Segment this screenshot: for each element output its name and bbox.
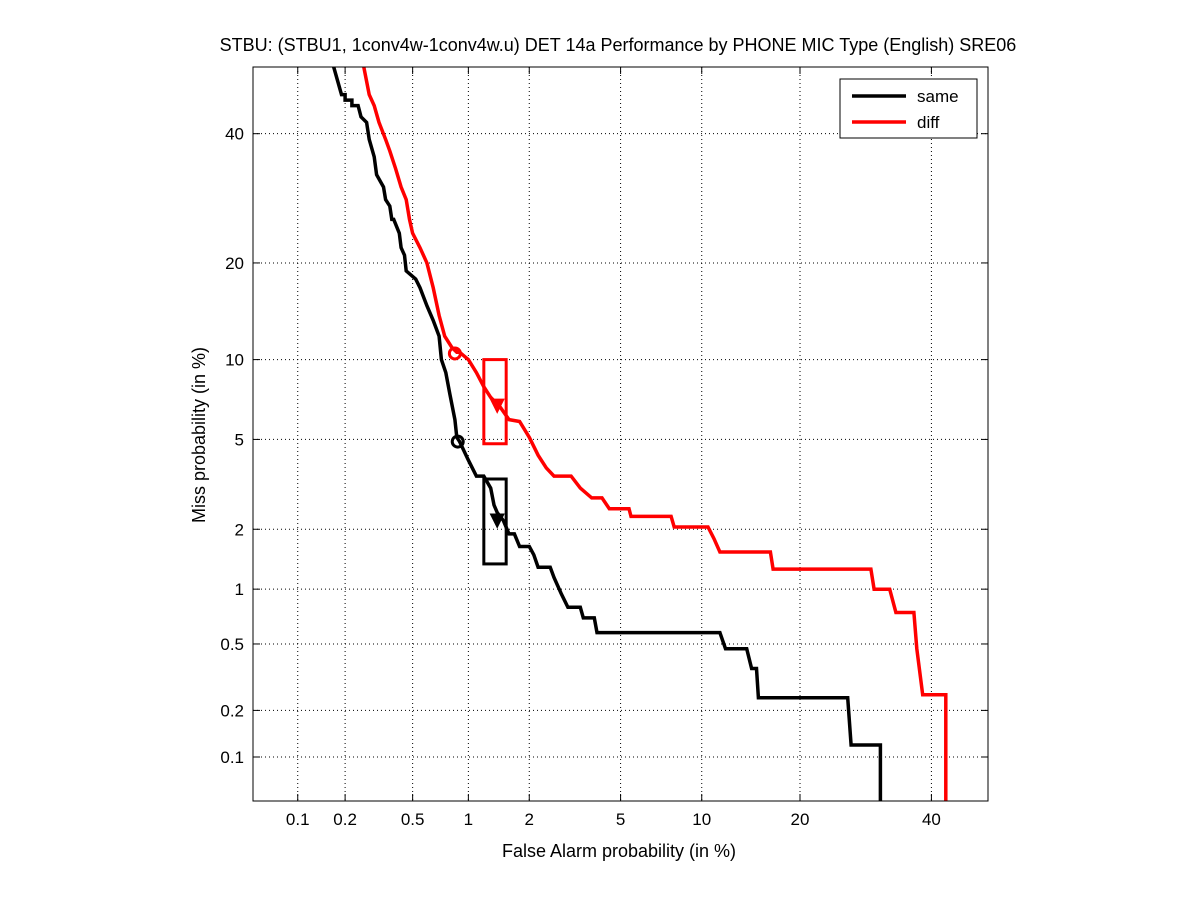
y-axis-label: Miss probability (in %) — [189, 347, 209, 523]
x-axis-label: False Alarm probability (in %) — [502, 841, 736, 861]
plot-frame — [252, 66, 989, 802]
confidence-boxes — [482, 358, 508, 566]
x-tick-label: 2 — [525, 810, 534, 829]
series-line-same — [332, 66, 883, 801]
actual-dcf-marker-same — [489, 513, 505, 529]
legend-label-diff: diff — [917, 113, 940, 132]
y-tick-label: 1 — [235, 580, 244, 599]
legend-box — [839, 78, 978, 139]
x-tick-label: 40 — [922, 810, 941, 829]
y-tick-label: 40 — [225, 125, 244, 144]
chart-title: STBU: (STBU1, 1conv4w-1conv4w.u) DET 14a… — [220, 35, 1017, 55]
y-tick-label: 0.1 — [220, 748, 244, 767]
x-tick-label: 0.1 — [286, 810, 310, 829]
operating-point-markers — [447, 346, 505, 529]
x-tick-label: 5 — [616, 810, 625, 829]
grid — [253, 67, 988, 801]
legend: same diff — [839, 78, 978, 139]
tick-labels: 0.1 0.2 0.5 1 2 5 10 20 40 0.1 0.2 0.5 1 2 5 10 20 40 — [220, 125, 941, 829]
y-tick-label: 0.2 — [220, 701, 244, 720]
y-tick-label: 10 — [225, 351, 244, 370]
y-tick-label: 5 — [235, 430, 244, 449]
actual-dcf-marker-diff — [489, 398, 505, 414]
min-dcf-marker-same — [450, 434, 465, 449]
x-tick-label: 10 — [692, 810, 711, 829]
min-dcf-marker-diff — [447, 346, 462, 361]
confidence-box-diff — [482, 358, 508, 446]
x-tick-label: 0.2 — [333, 810, 357, 829]
y-tick-label: 2 — [235, 520, 244, 539]
x-tick-label: 0.5 — [401, 810, 425, 829]
y-tick-label: 0.5 — [220, 635, 244, 654]
legend-label-same: same — [917, 87, 959, 106]
series-lines — [332, 66, 948, 801]
series-line-diff — [362, 66, 948, 801]
y-tick-label: 20 — [225, 254, 244, 273]
confidence-box-same — [482, 477, 508, 566]
x-tick-label: 1 — [464, 810, 473, 829]
x-tick-label: 20 — [791, 810, 810, 829]
